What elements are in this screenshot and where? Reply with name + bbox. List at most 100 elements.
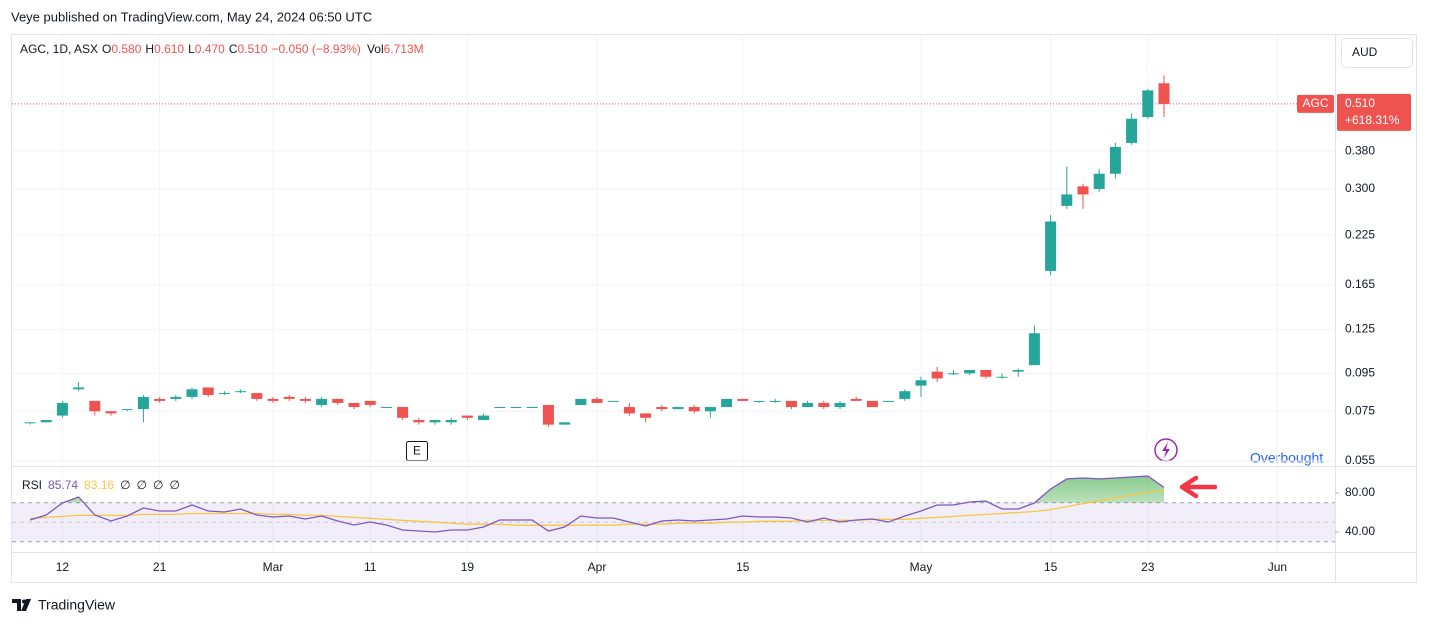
- candle-body: [737, 398, 749, 401]
- rsi-placeholder: ∅: [169, 478, 179, 492]
- candle-body: [672, 407, 684, 410]
- rsi-legend: RSI 85.74 83.16 ∅ ∅ ∅ ∅: [22, 478, 180, 492]
- candle-body: [510, 407, 522, 409]
- currency-button[interactable]: [1341, 38, 1413, 68]
- candle-body: [494, 407, 506, 409]
- candle-body: [575, 398, 587, 405]
- candle-body: [137, 396, 149, 410]
- candle-body: [218, 393, 230, 395]
- candle-body: [1158, 83, 1170, 104]
- footer-brand: TradingView: [38, 597, 116, 613]
- x-tick-label: 19: [461, 560, 475, 574]
- candle-body: [24, 422, 36, 424]
- candle-body: [170, 396, 182, 399]
- last-price-change: +618.31%: [1345, 113, 1400, 127]
- candle-body: [1126, 118, 1138, 143]
- candle-body: [235, 391, 247, 393]
- legend-vol-label: Vol: [367, 42, 384, 56]
- legend-value: 0.580: [111, 42, 141, 56]
- candle-body: [980, 370, 992, 377]
- rsi-placeholder: ∅: [137, 478, 147, 492]
- candle-body: [56, 402, 68, 416]
- legend-label: C: [229, 42, 238, 56]
- candle-body: [623, 407, 635, 414]
- rsi-placeholder: ∅: [153, 478, 163, 492]
- candle-body: [640, 413, 652, 418]
- x-tick-label: 21: [153, 560, 167, 574]
- candle-body: [299, 398, 311, 401]
- candle-body: [1061, 194, 1073, 206]
- candle-body: [850, 398, 862, 401]
- legend-value: 0.510: [238, 42, 268, 56]
- candle-body: [397, 407, 409, 418]
- x-tick-label: Apr: [588, 560, 607, 574]
- x-tick-label: Mar: [263, 560, 284, 574]
- rsi-value: 85.74: [48, 478, 78, 492]
- rsi-name: RSI: [22, 478, 42, 492]
- rsi-tick-label: 40.00: [1345, 524, 1375, 538]
- overbought-fill: [63, 476, 1164, 503]
- y-tick-label: 0.165: [1345, 277, 1375, 291]
- candle-body: [915, 380, 927, 386]
- y-tick-label: 0.380: [1345, 143, 1375, 157]
- candle-body: [186, 389, 198, 397]
- candle-body: [1109, 146, 1121, 174]
- candle-body: [947, 373, 959, 375]
- legend-label: H: [145, 42, 154, 56]
- candle-body: [105, 411, 117, 414]
- candle-body: [73, 387, 85, 390]
- candle-body: [1077, 186, 1089, 195]
- candle-body: [591, 398, 603, 403]
- candle-body: [316, 398, 328, 405]
- y-tick-label: 0.095: [1345, 366, 1375, 380]
- candle-body: [267, 398, 279, 401]
- y-tick-label: 0.075: [1345, 403, 1375, 417]
- candle-body: [721, 398, 733, 408]
- last-price-label: 0.510: [1345, 96, 1375, 110]
- candle-body: [89, 400, 101, 412]
- candle-body: [413, 420, 425, 423]
- candle-body: [332, 398, 344, 403]
- lightning: [1162, 442, 1170, 458]
- candle-body: [899, 391, 911, 399]
- candle-body: [154, 398, 166, 401]
- legend-value: 0.610: [154, 42, 184, 56]
- candle-body: [40, 420, 52, 423]
- x-tick-label: 15: [1044, 560, 1058, 574]
- candle-body: [1093, 173, 1105, 190]
- legend-change: −0.050 (−8.93%): [272, 42, 361, 56]
- last-price-tag: [1337, 93, 1411, 131]
- legend-vol: 6.713M: [384, 42, 424, 56]
- candle-body: [461, 415, 473, 418]
- candle-body: [656, 407, 668, 410]
- candle-body: [445, 420, 457, 423]
- chart-frame: [11, 34, 1417, 583]
- last-price-symbol: AGC: [1302, 96, 1328, 110]
- y-tick-label: 0.055: [1345, 453, 1375, 467]
- arrow: [1179, 475, 1218, 499]
- last-price-symbol-tag: [1297, 94, 1334, 113]
- candle-body: [364, 400, 376, 405]
- candle-body: [818, 402, 830, 408]
- candle-body: [607, 400, 619, 402]
- candle-body: [526, 407, 538, 409]
- candle-body: [348, 402, 360, 408]
- y-tick-label: 0.125: [1345, 322, 1375, 336]
- candle-body: [1012, 370, 1024, 372]
- candle-body: [996, 376, 1008, 378]
- currency: AUD: [1352, 45, 1378, 59]
- publisher: Veye published on TradingView.com, May 2…: [11, 9, 372, 24]
- candle-body: [202, 387, 214, 395]
- x-tick-label: May: [910, 560, 933, 574]
- candle-body: [251, 393, 263, 399]
- x-tick-label: Jun: [1268, 560, 1287, 574]
- candle-body: [964, 370, 976, 374]
- candle-body: [478, 415, 490, 421]
- candle-body: [542, 404, 554, 425]
- candle-body: [429, 420, 441, 423]
- candle-body: [753, 400, 765, 402]
- y-tick-label: 0.225: [1345, 227, 1375, 241]
- rsi-ma-value: 83.16: [84, 478, 114, 492]
- candle-body: [802, 402, 814, 408]
